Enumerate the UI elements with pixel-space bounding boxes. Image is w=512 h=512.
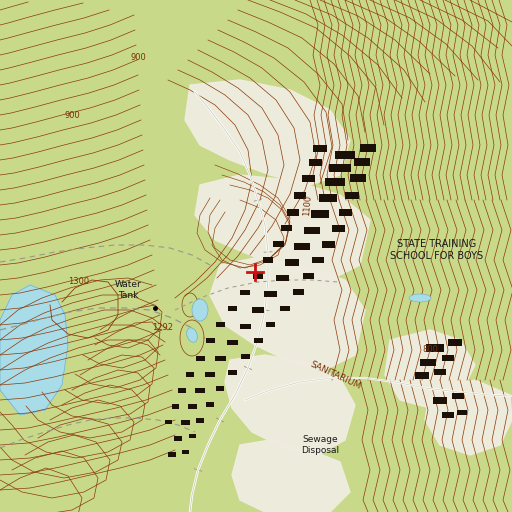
Polygon shape — [185, 80, 350, 185]
Bar — [181, 419, 189, 424]
Text: STATE TRAINING
SCHOOL FOR BOYS: STATE TRAINING SCHOOL FOR BOYS — [390, 239, 483, 261]
Bar — [188, 434, 196, 438]
Text: 1300: 1300 — [68, 278, 89, 287]
Bar — [329, 164, 351, 172]
Bar — [294, 243, 310, 249]
Bar — [309, 159, 322, 165]
Bar — [206, 401, 214, 407]
Bar — [325, 178, 345, 186]
Bar — [442, 355, 454, 361]
Bar — [452, 393, 464, 399]
Bar — [272, 241, 284, 247]
Bar — [285, 259, 299, 266]
Ellipse shape — [187, 328, 197, 342]
Text: 800: 800 — [422, 346, 438, 354]
Bar — [350, 174, 366, 182]
Bar — [360, 144, 376, 152]
Bar — [240, 324, 250, 329]
Bar — [178, 388, 186, 393]
Polygon shape — [210, 258, 365, 370]
Polygon shape — [425, 380, 512, 455]
Bar — [187, 403, 197, 409]
Polygon shape — [385, 330, 475, 408]
Bar — [172, 403, 179, 409]
Bar — [281, 225, 291, 231]
Bar — [294, 191, 306, 199]
Bar — [322, 241, 334, 247]
Bar — [313, 144, 327, 152]
Bar — [253, 337, 263, 343]
Ellipse shape — [192, 299, 208, 321]
Ellipse shape — [409, 294, 431, 302]
Bar — [303, 273, 313, 279]
Bar — [448, 338, 462, 346]
Bar — [195, 388, 205, 393]
Bar — [426, 344, 444, 352]
Polygon shape — [232, 440, 350, 512]
Text: 1100: 1100 — [303, 194, 313, 216]
Bar — [196, 355, 204, 360]
Bar — [312, 257, 324, 263]
Bar — [168, 452, 176, 457]
Bar — [252, 307, 264, 313]
Bar — [205, 337, 215, 343]
Bar — [304, 226, 320, 233]
Bar — [275, 275, 288, 281]
Bar — [241, 353, 249, 358]
Bar — [216, 322, 224, 327]
Bar — [227, 370, 237, 374]
Bar — [216, 386, 224, 391]
Bar — [174, 436, 182, 440]
Bar — [338, 208, 352, 216]
Bar — [415, 372, 429, 378]
Text: Water
Tank: Water Tank — [115, 280, 141, 300]
Bar — [266, 322, 274, 327]
Text: 900: 900 — [130, 53, 146, 62]
Bar — [240, 289, 250, 294]
Bar — [420, 358, 436, 366]
Bar — [215, 355, 225, 360]
Bar — [292, 289, 304, 295]
Text: 900: 900 — [64, 111, 80, 119]
Bar — [302, 175, 314, 181]
Bar — [345, 191, 359, 199]
Bar — [196, 417, 204, 422]
Bar — [226, 339, 238, 345]
Bar — [335, 151, 355, 159]
Text: SANITARIUM: SANITARIUM — [308, 359, 362, 391]
Polygon shape — [0, 285, 68, 415]
Bar — [287, 208, 299, 216]
Bar — [227, 306, 237, 310]
Bar — [263, 257, 273, 263]
Bar — [280, 306, 290, 310]
Bar — [311, 210, 329, 218]
Bar — [354, 158, 370, 166]
Bar — [434, 369, 446, 375]
Bar — [442, 412, 454, 418]
Text: Sewage
Disposal: Sewage Disposal — [301, 435, 339, 455]
Bar — [457, 410, 467, 415]
Bar — [331, 224, 345, 231]
Bar — [264, 291, 276, 297]
Bar — [186, 372, 194, 376]
Bar — [205, 372, 215, 376]
Bar — [319, 194, 337, 202]
Bar — [181, 450, 188, 454]
Polygon shape — [225, 355, 355, 455]
Text: 1292: 1292 — [152, 323, 173, 331]
Polygon shape — [195, 175, 370, 280]
Bar — [164, 420, 172, 424]
Bar — [433, 396, 447, 403]
Bar — [253, 273, 263, 279]
